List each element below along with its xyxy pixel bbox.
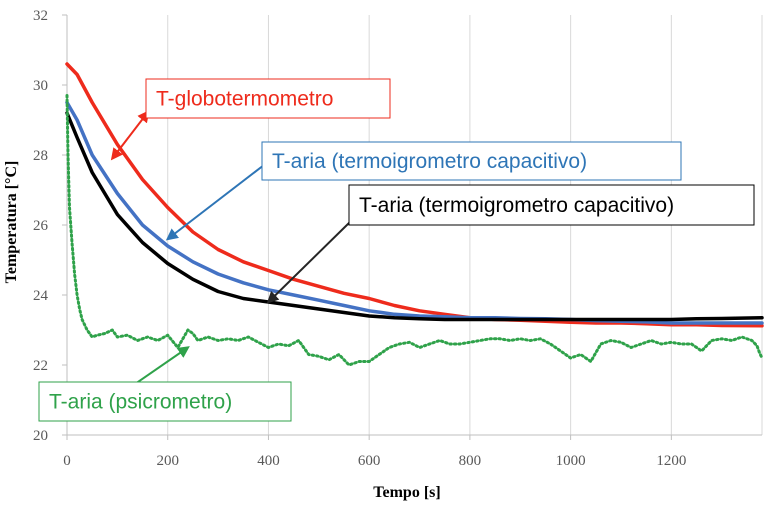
series-group <box>65 62 764 367</box>
annotation-termoigrometro-blue-arrow <box>165 164 265 241</box>
annotation-globotermometro-arrow <box>110 110 150 161</box>
y-tick-label-30: 30 <box>33 78 48 94</box>
x-tick-label-1000: 1000 <box>556 453 586 469</box>
annotation-globotermometro-label: T-globotermometro <box>156 88 333 111</box>
x-tick-label-200: 200 <box>156 453 179 469</box>
annotation-termoigrometro-blue-label: T-aria (termoigrometro capacitivo) <box>272 150 587 173</box>
annotation-globotermometro-box <box>145 78 391 119</box>
y-tick-label-22: 22 <box>33 358 48 374</box>
annotation-termoigrometro-black-arrow <box>266 221 351 304</box>
y-tick-label-28: 28 <box>33 148 48 164</box>
y-tick-label-32: 32 <box>33 8 48 24</box>
y-tick-label-26: 26 <box>33 218 49 234</box>
x-tick-label-400: 400 <box>257 453 280 469</box>
axes: 20 22 24 26 28 30 32 0 200 400 600 800 1000 1200 <box>33 8 762 469</box>
annotation-globotermometro: T-globotermometro <box>110 78 391 161</box>
annotation-termoigrometro-blue-box <box>261 141 682 181</box>
series-termoigrometro-black <box>65 111 764 322</box>
annotation-psicrometro: T-aria (psicrometro) <box>38 346 292 422</box>
y-tick-label-24: 24 <box>33 288 49 304</box>
annotation-termoigrometro-black-label: T-aria (termoigrometro capacitivo) <box>359 194 674 217</box>
x-tick-label-800: 800 <box>459 453 482 469</box>
annotation-termoigrometro-blue: T-aria (termoigrometro capacitivo) <box>165 141 682 241</box>
series-termoigrometro-blue <box>65 100 764 325</box>
annotation-psicrometro-label: T-aria (psicrometro) <box>49 391 232 414</box>
annotation-termoigrometro-black: T-aria (termoigrometro capacitivo) <box>266 184 755 304</box>
y-tick-label-20: 20 <box>33 428 48 444</box>
x-tick-label-600: 600 <box>358 453 381 469</box>
series-psicrometro <box>65 94 764 367</box>
annotation-termoigrometro-black-box <box>348 184 755 226</box>
annotation-psicrometro-box <box>38 381 292 422</box>
x-axis-title: Tempo [s] <box>373 484 440 501</box>
annotation-psicrometro-arrow <box>134 346 190 385</box>
y-axis-title: Temperatura [°C] <box>3 161 20 284</box>
annotations: T-globotermometro T-aria (termoigrometro … <box>38 78 755 422</box>
x-tick-label-1200: 1200 <box>656 453 686 469</box>
x-tick-label-0: 0 <box>63 453 71 469</box>
